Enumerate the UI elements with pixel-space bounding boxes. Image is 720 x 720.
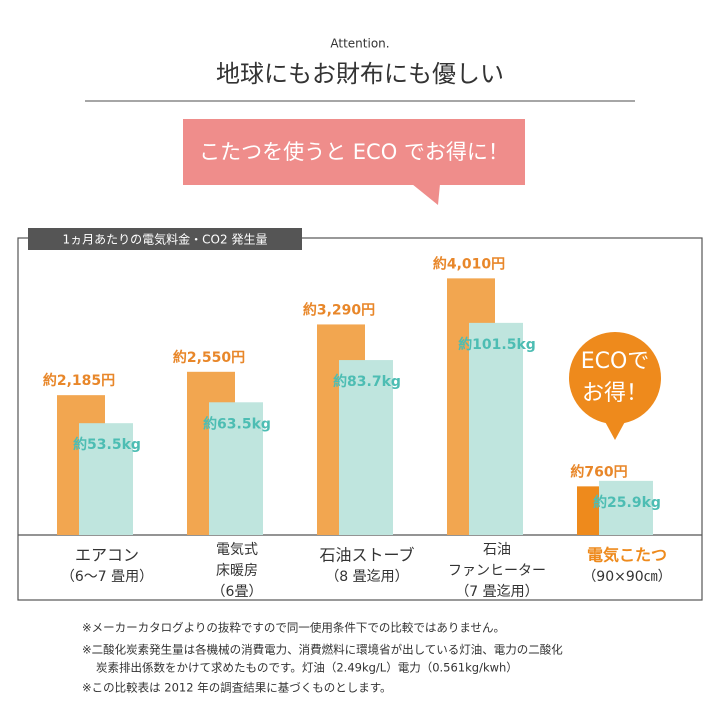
banner-text: こたつを使うと ECO でお得に！ <box>199 140 509 164</box>
banner <box>183 119 525 185</box>
co2-bar <box>469 322 523 535</box>
cost-label: 約3,290円 <box>303 301 375 318</box>
category-label: （6畳） <box>212 584 263 600</box>
co2-bar <box>339 360 393 535</box>
co2-label: 約63.5kg <box>203 415 271 432</box>
category-label: （6～7 畳用） <box>61 569 153 585</box>
cost-label: 約760円 <box>570 463 627 480</box>
eco-text: お得！ <box>582 381 648 406</box>
eco-text: ECOで <box>581 349 650 374</box>
co2-label: 約101.5kg <box>458 336 536 353</box>
category-label: 石油ストーブ <box>319 546 414 565</box>
co2-bar <box>599 480 653 535</box>
category-label: 床暖房 <box>216 563 258 579</box>
category-label: 電気式 <box>216 542 258 558</box>
category-label: ファンヒーター <box>448 563 546 579</box>
cost-label: 約4,010円 <box>433 255 505 272</box>
co2-bar <box>209 402 263 535</box>
category-label: （7 畳迄用） <box>455 584 538 600</box>
cost-label: 約2,185円 <box>43 372 115 389</box>
note: ※この比較表は 2012 年の調査結果に基づくものとします。 <box>82 681 392 695</box>
co2-label: 約25.9kg <box>593 494 661 511</box>
chart-tag <box>28 228 302 250</box>
eco-pointer <box>603 418 627 440</box>
co2-label: 約53.5kg <box>73 436 141 453</box>
note: ※メーカーカタログよりの抜粋ですので同一使用条件下での比較ではありません。 <box>82 621 505 635</box>
category-label: 石油 <box>483 542 511 558</box>
subtitle: Attention. <box>330 37 389 51</box>
category-label: （90×90㎝） <box>582 569 671 585</box>
chart-frame <box>17 237 703 601</box>
cost-label: 約2,550円 <box>173 349 245 366</box>
category-label: （8 畳迄用） <box>325 569 408 585</box>
eco-badge <box>569 332 661 424</box>
title: 地球にもお財布にも優しい <box>216 60 504 88</box>
co2-label: 約83.7kg <box>333 373 401 390</box>
category-label: エアコン <box>75 546 139 565</box>
category-label: 電気こたつ <box>587 546 667 565</box>
note: 炭素排出係数をかけて求めたものです。灯油（2.49kg/L）電力（0.561kg… <box>96 661 518 675</box>
co2-bar <box>79 423 133 535</box>
chart-title: 1ヵ月あたりの電気料金・CO2 発生量 <box>63 232 268 247</box>
note: ※二酸化炭素発生量は各機械の消費電力、消費燃料に環境省が出している灯油、電力の二… <box>82 643 563 657</box>
banner-tail <box>412 184 440 205</box>
